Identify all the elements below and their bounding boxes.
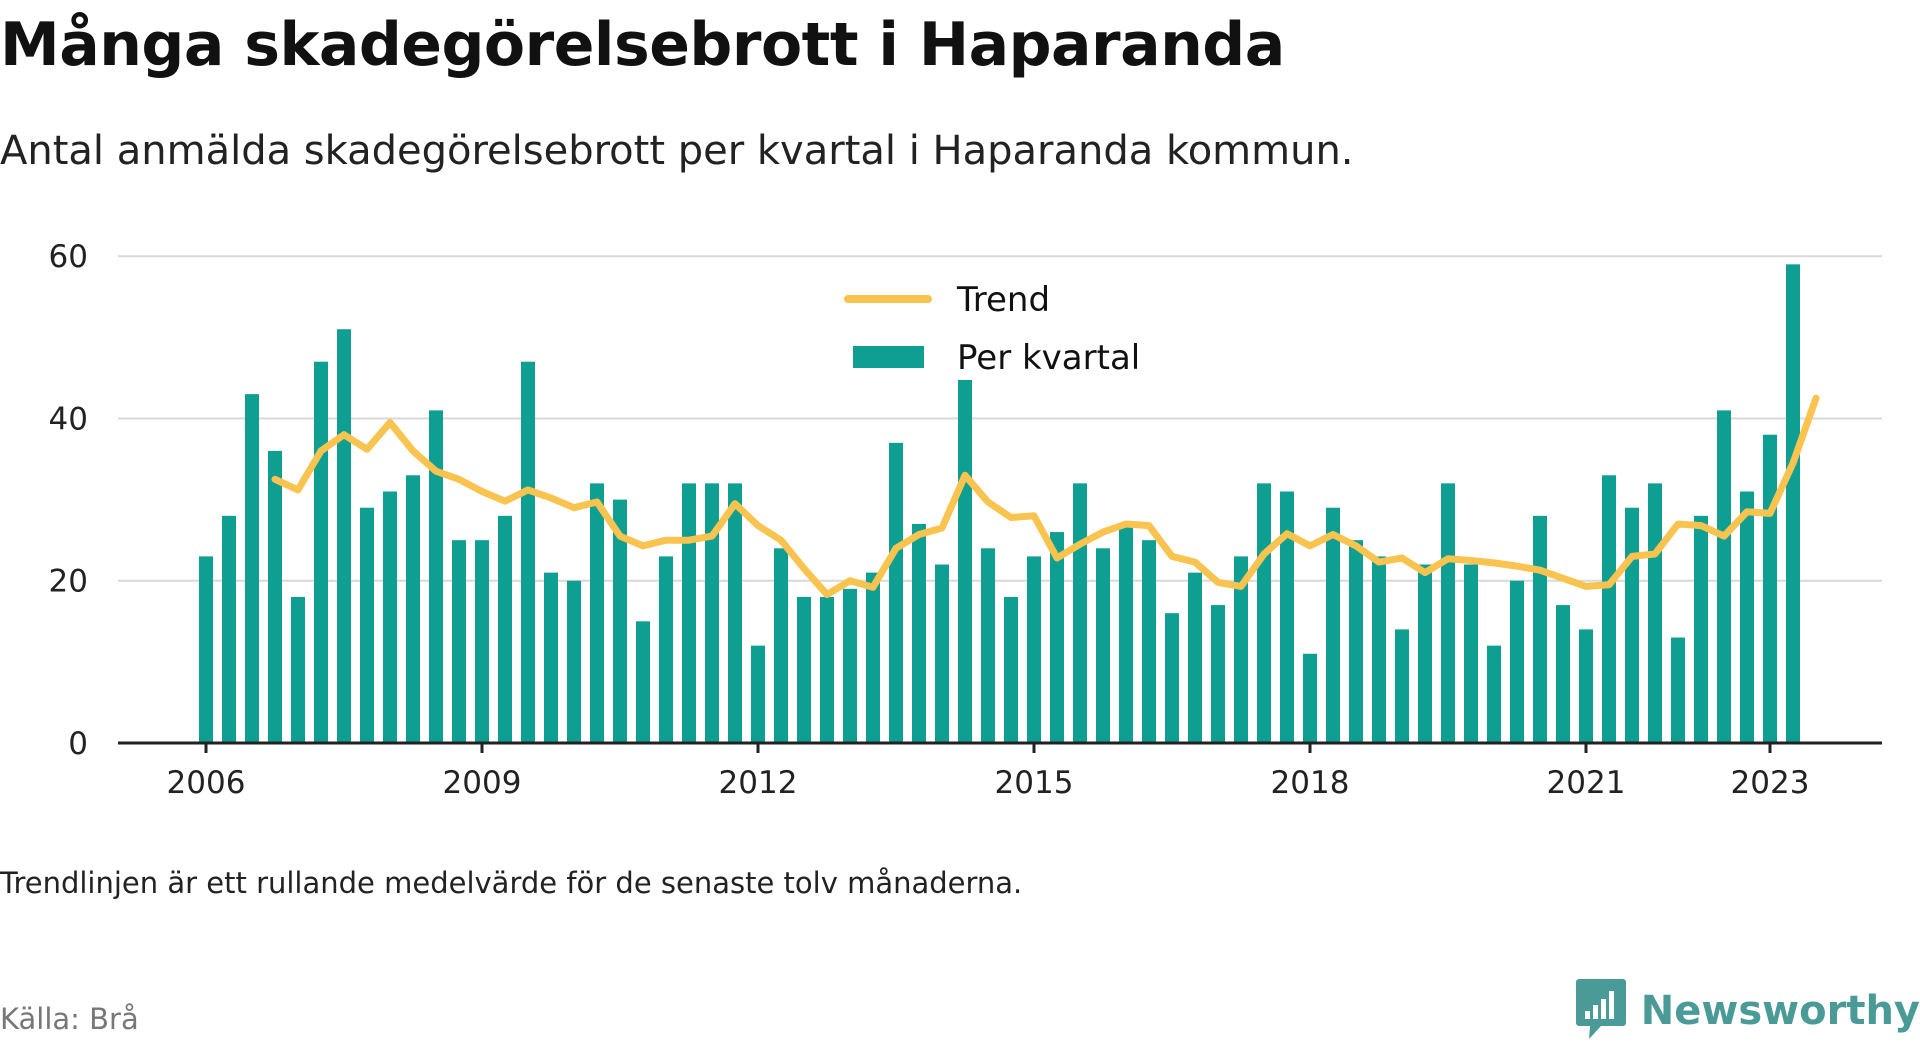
bar bbox=[498, 515, 512, 743]
bar bbox=[1602, 475, 1616, 743]
chart-note: Trendlinjen är ett rullande medelvärde f… bbox=[0, 866, 1023, 900]
axes: 0 20 40 60 2006 2009 2012 2015 2018 2021 2023 bbox=[49, 239, 1882, 801]
bar bbox=[383, 491, 397, 743]
bar bbox=[1050, 532, 1064, 743]
bar bbox=[199, 556, 213, 743]
bar bbox=[1372, 556, 1386, 743]
bar bbox=[1786, 264, 1800, 743]
bar bbox=[1395, 629, 1409, 743]
bar bbox=[337, 329, 351, 743]
x-tick-label: 2023 bbox=[1731, 765, 1810, 801]
bar bbox=[429, 410, 443, 743]
bar bbox=[268, 450, 282, 743]
bar bbox=[1510, 580, 1524, 743]
x-tick-label: 2012 bbox=[719, 765, 798, 801]
bar bbox=[912, 523, 926, 743]
bar bbox=[452, 540, 466, 743]
bar bbox=[222, 515, 236, 743]
chart-title: Många skadegörelsebrott i Haparanda bbox=[0, 10, 1285, 80]
bar bbox=[728, 483, 742, 743]
bar bbox=[636, 621, 650, 743]
bar bbox=[981, 548, 995, 743]
bar bbox=[1280, 491, 1294, 743]
bar bbox=[958, 361, 972, 743]
bar bbox=[1234, 556, 1248, 743]
x-tick-label: 2015 bbox=[995, 765, 1074, 801]
bar bbox=[1211, 605, 1225, 743]
legend-bar-label: Per kvartal bbox=[957, 338, 1140, 378]
bar bbox=[314, 361, 328, 743]
y-tick-label: 0 bbox=[68, 726, 88, 762]
bar bbox=[1142, 540, 1156, 743]
bar bbox=[1004, 596, 1018, 743]
bar bbox=[1418, 564, 1432, 743]
bar bbox=[843, 588, 857, 743]
bar bbox=[1717, 410, 1731, 743]
x-tick-label: 2006 bbox=[167, 765, 246, 801]
x-tick-label: 2018 bbox=[1271, 765, 1350, 801]
bar bbox=[1740, 491, 1754, 743]
bar bbox=[1119, 523, 1133, 743]
bar bbox=[291, 596, 305, 743]
bar bbox=[1556, 605, 1570, 743]
bar bbox=[360, 507, 374, 743]
bar bbox=[567, 580, 581, 743]
bar bbox=[1464, 564, 1478, 743]
brand-name: Newsworthy bbox=[1640, 988, 1920, 1034]
bar bbox=[1165, 613, 1179, 743]
bar bbox=[1326, 507, 1340, 743]
bar bbox=[935, 564, 949, 743]
bar bbox=[521, 361, 535, 743]
trend-line bbox=[271, 394, 1820, 598]
bar bbox=[1188, 572, 1202, 743]
bar bbox=[1625, 507, 1639, 743]
bar bbox=[475, 540, 489, 743]
bar bbox=[1257, 483, 1271, 743]
legend-bar-swatch bbox=[853, 346, 924, 368]
bar bbox=[1349, 540, 1363, 743]
bar bbox=[544, 572, 558, 743]
bar bbox=[751, 645, 765, 743]
trend-series bbox=[271, 394, 1820, 598]
bar bbox=[1763, 434, 1777, 743]
bar bbox=[590, 483, 604, 743]
bar bbox=[659, 556, 673, 743]
y-tick-label: 60 bbox=[49, 239, 88, 275]
bar bbox=[1579, 629, 1593, 743]
legend: Trend Per kvartal bbox=[830, 268, 1160, 380]
bar bbox=[705, 483, 719, 743]
bar bbox=[1487, 645, 1501, 743]
x-tick-label: 2021 bbox=[1547, 765, 1626, 801]
bar bbox=[774, 548, 788, 743]
newsworthy-brand[interactable]: Newsworthy bbox=[1575, 978, 1920, 1044]
bar bbox=[1303, 653, 1317, 743]
bar bbox=[1694, 515, 1708, 743]
chart-subtitle: Antal anmälda skadegörelsebrott per kvar… bbox=[0, 128, 1354, 174]
bar bbox=[1073, 483, 1087, 743]
newsworthy-logo-icon bbox=[1575, 977, 1627, 1045]
y-tick-label: 20 bbox=[49, 564, 88, 600]
bar bbox=[1648, 483, 1662, 743]
bar bbox=[1441, 483, 1455, 743]
bar bbox=[1671, 637, 1685, 743]
x-tick-label: 2009 bbox=[443, 765, 522, 801]
bar bbox=[797, 596, 811, 743]
bar bbox=[889, 442, 903, 743]
chart-plot: 0 20 40 60 2006 2009 2012 2015 2018 2021 2023 Tren… bbox=[49, 239, 1882, 801]
bar bbox=[820, 596, 834, 743]
bar bbox=[1027, 556, 1041, 743]
bar bbox=[1533, 515, 1547, 743]
bar bbox=[406, 475, 420, 743]
y-tick-label: 40 bbox=[49, 401, 88, 437]
bar bbox=[682, 483, 696, 743]
bar bbox=[866, 572, 880, 743]
bar bbox=[1096, 548, 1110, 743]
legend-trend-label: Trend bbox=[956, 280, 1050, 320]
bar bbox=[245, 394, 259, 743]
source-label: Källa: Brå bbox=[0, 1002, 139, 1036]
bar bbox=[613, 499, 627, 743]
